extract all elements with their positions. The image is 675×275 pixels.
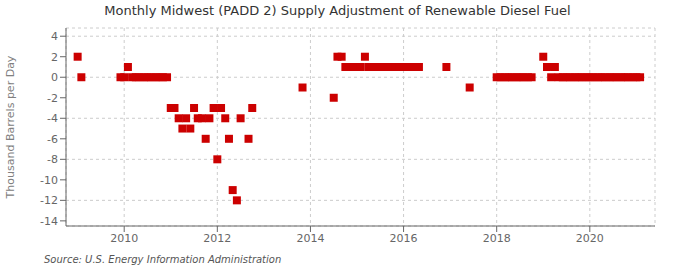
- svg-text:-2: -2: [47, 92, 58, 105]
- svg-text:-12: -12: [40, 194, 58, 207]
- html-text:Source: U.S. Energy Informatio: Source: U.S. Energy Information Administ…: [44, 254, 282, 265]
- svg-text:2012: 2012: [203, 232, 231, 245]
- svg-text:-8: -8: [47, 153, 58, 166]
- svg-text:0: 0: [51, 71, 58, 84]
- svg-text:Thousand Barrels per Day: Thousand Barrels per Day: [8, 55, 17, 199]
- svg-text:2020: 2020: [576, 232, 604, 245]
- svg-text:-10: -10: [40, 174, 58, 187]
- svg-text:-4: -4: [47, 112, 58, 125]
- svg-text:2010: 2010: [110, 232, 138, 245]
- svg-text:-6: -6: [47, 133, 58, 146]
- svg-text:-14: -14: [40, 215, 58, 228]
- svg-text:2014: 2014: [296, 232, 324, 245]
- svg-text:2016: 2016: [390, 232, 418, 245]
- svg-text:2018: 2018: [483, 232, 511, 245]
- svg-text:4: 4: [51, 30, 58, 43]
- html-text:Monthly Midwest (PADD 2) Suppl: Monthly Midwest (PADD 2) Supply Adjustme…: [104, 3, 571, 18]
- svg-text:2: 2: [51, 51, 58, 64]
